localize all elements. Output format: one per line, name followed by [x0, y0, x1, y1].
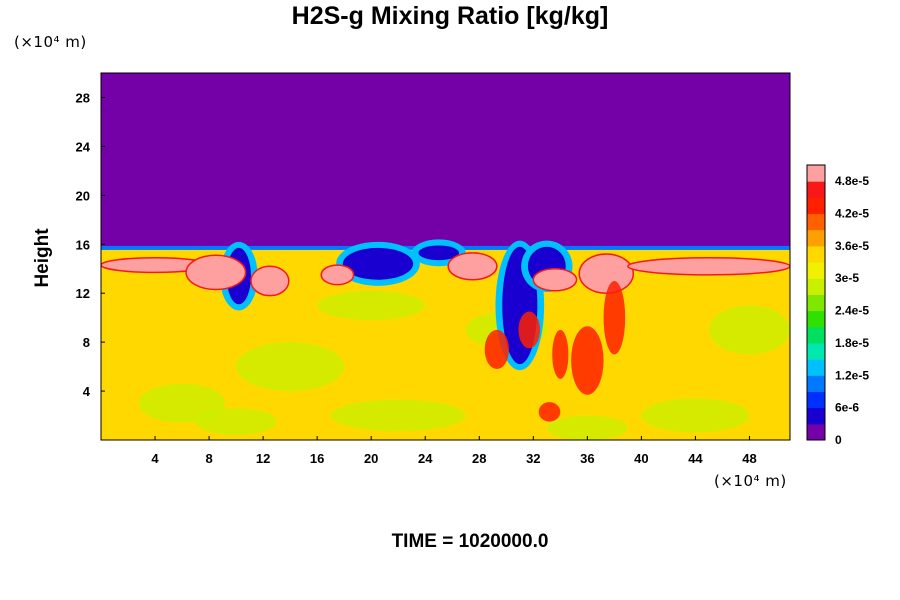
x-tick-label: 40: [634, 451, 648, 466]
plot-frame: [100, 72, 791, 441]
x-tick-label: 12: [256, 451, 270, 466]
x-tick-label: 16: [310, 451, 324, 466]
field-patch: [708, 305, 790, 355]
x-tick-label: 28: [472, 451, 486, 466]
field-patch: [330, 399, 466, 432]
chart-title: H2S-g Mixing Ratio [kg/kg]: [291, 2, 609, 30]
red-plume: [518, 311, 541, 349]
high-concentration-patch: [532, 267, 578, 292]
colorbar: 0 6e-6 1.2e-5 1.8e-5 2.4e-5 3e-5 3.6e-5 4.2e-5 4…: [806, 164, 869, 447]
colorbar-label: 1.2e-5: [835, 368, 869, 382]
y-tick-label: 12: [76, 286, 90, 301]
mixing-dip: [342, 247, 414, 280]
colorbar-segment: [807, 375, 825, 392]
field-patch: [138, 383, 226, 423]
field-patch: [641, 398, 750, 433]
colorbar-segment: [807, 197, 825, 215]
y-tick-label: 4: [83, 384, 91, 399]
colorbar-label: 0: [835, 433, 842, 447]
high-concentration-patch: [578, 253, 635, 294]
colorbar-segment: [807, 310, 825, 328]
colorbar-segment: [807, 294, 825, 312]
mixing-dip: [418, 245, 460, 261]
y-tick-label: 24: [76, 139, 91, 154]
colorbar-frame: [806, 164, 826, 441]
y-tick-label: 28: [76, 90, 90, 105]
field-patch: [546, 415, 628, 440]
y-axis-unit: (×10⁴ m): [14, 33, 87, 51]
y-axis: 4 8 12 16 20 24 28: [76, 90, 105, 399]
x-tick-label: 32: [526, 451, 540, 466]
field-patch: [195, 408, 277, 436]
x-tick-label: 24: [418, 451, 433, 466]
colorbar-segment: [807, 326, 825, 344]
y-tick-label: 16: [76, 237, 90, 252]
x-tick-label: 8: [205, 451, 212, 466]
colorbar-label: 4.8e-5: [835, 174, 869, 188]
colorbar-label: 3e-5: [835, 271, 859, 285]
high-concentration-patch: [185, 254, 247, 291]
colorbar-segment: [807, 165, 825, 182]
colorbar-segment: [807, 229, 825, 247]
colorbar-segment: [807, 213, 825, 231]
y-tick-label: 8: [83, 335, 90, 350]
high-concentration-patch: [250, 265, 290, 297]
colorbar-segment: [807, 423, 825, 441]
colorbar-segment: [807, 278, 825, 295]
y-tick-label: 20: [76, 188, 90, 203]
x-axis: 4 8 12 16 20 24 28 32 36 40 44 48: [151, 436, 757, 466]
red-plume: [571, 326, 604, 395]
colorbar-segment: [807, 245, 825, 263]
high-concentration-patch: [447, 252, 498, 281]
field-patch: [236, 342, 345, 392]
heatmap-field: [101, 73, 790, 440]
x-tick-label: 36: [580, 451, 594, 466]
field-patch: [317, 290, 426, 321]
red-plume: [538, 402, 561, 422]
red-plume: [603, 280, 626, 355]
high-concentration-patch: [627, 256, 790, 276]
x-tick-label: 4: [151, 451, 159, 466]
colorbar-segment: [807, 342, 825, 360]
colorbar-segment: [807, 391, 825, 409]
colorbar-label: 6e-6: [835, 401, 859, 415]
colorbar-label: 2.4e-5: [835, 304, 869, 318]
colorbar-segment: [807, 181, 825, 198]
colorbar-segment: [807, 407, 825, 425]
time-label: TIME = 1020000.0: [391, 531, 549, 552]
x-tick-label: 44: [688, 451, 703, 466]
x-tick-label: 48: [742, 451, 756, 466]
colorbar-label: 4.2e-5: [835, 207, 869, 221]
red-plume: [552, 329, 569, 379]
high-concentration-patch: [320, 264, 355, 286]
red-plume: [484, 329, 509, 370]
colorbar-segment: [807, 359, 825, 376]
colorbar-label: 1.8e-5: [835, 336, 869, 350]
colorbar-label: 3.6e-5: [835, 239, 869, 253]
x-axis-unit: (×10⁴ m): [714, 472, 787, 490]
colorbar-segment: [807, 262, 825, 279]
x-tick-label: 20: [364, 451, 378, 466]
